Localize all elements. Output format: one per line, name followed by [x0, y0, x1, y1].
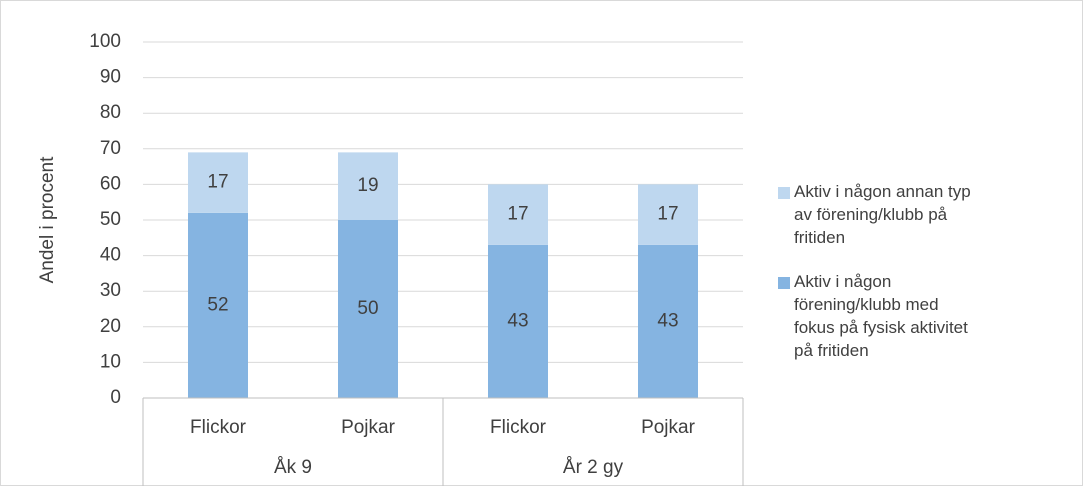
group-label: År 2 gy [563, 457, 624, 478]
y-tick-label: 40 [100, 245, 121, 266]
x-tick-label: Flickor [490, 417, 547, 438]
y-tick-label: 70 [100, 138, 121, 159]
y-tick-label: 50 [100, 209, 121, 230]
group-label: Åk 9 [274, 457, 312, 478]
legend-entry: Aktiv i någon förening/klubb med fokus p… [794, 272, 968, 360]
data-label: 17 [507, 204, 528, 225]
bar-segment [338, 220, 398, 398]
y-tick-label: 10 [100, 351, 121, 372]
legend-swatch [778, 277, 790, 289]
legend-swatch [778, 187, 790, 199]
bar-segment [488, 244, 548, 398]
y-tick-label: 30 [100, 280, 121, 301]
y-tick-label: 20 [100, 316, 121, 337]
data-label: 17 [657, 204, 678, 225]
legend-label: Aktiv i någon förening/klubb med fokus p… [794, 272, 968, 360]
y-tick-label: 80 [100, 102, 121, 123]
y-tick-label: 100 [89, 31, 121, 52]
legend-label: Aktiv i någon annan typ av förening/klub… [794, 182, 971, 247]
x-tick-label: Flickor [190, 417, 247, 438]
data-label: 43 [657, 310, 678, 331]
y-axis-label: Andel i procent [37, 156, 58, 283]
bar-segment [638, 244, 698, 398]
data-label: 50 [357, 298, 378, 319]
x-tick-label: Pojkar [341, 417, 396, 438]
legend-entry: Aktiv i någon annan typ av förening/klub… [794, 182, 971, 247]
bar-segment [638, 184, 698, 245]
x-tick-label: Pojkar [641, 417, 696, 438]
data-label: 43 [507, 310, 528, 331]
y-tick-label: 0 [110, 387, 121, 408]
data-label: 17 [207, 172, 228, 193]
data-label: 19 [357, 175, 378, 196]
bar-segment [488, 184, 548, 245]
bar-segment [338, 152, 398, 220]
y-tick-label: 60 [100, 173, 121, 194]
data-label: 52 [207, 294, 228, 315]
y-tick-label: 90 [100, 67, 121, 88]
bar-segment [188, 212, 248, 398]
bar-segment [188, 152, 248, 213]
